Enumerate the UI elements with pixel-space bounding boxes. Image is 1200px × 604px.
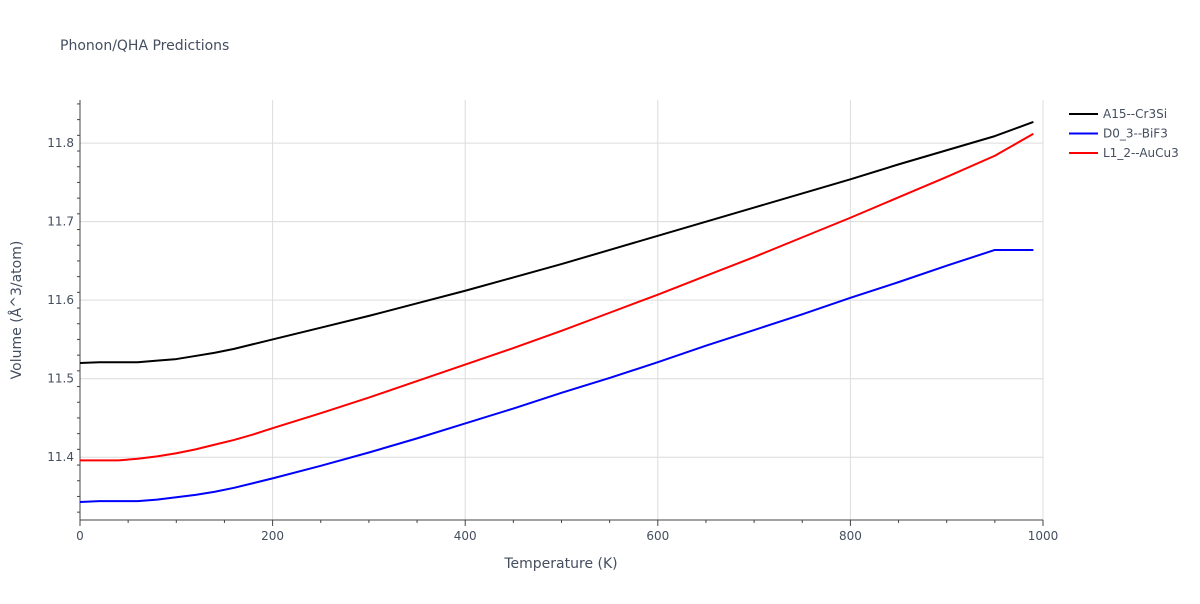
- y-axis-title: Volume (Å^3/atom): [8, 241, 25, 380]
- legend-label: D0_3--BiF3: [1103, 127, 1168, 141]
- x-tick-label: 1000: [1028, 529, 1059, 543]
- y-tick-label: 11.4: [47, 450, 74, 464]
- x-axis-title: Temperature (K): [503, 556, 617, 572]
- axes: 0 200 400 600 800 1000 11.4 11.5 11.6 11.7 11.8: [47, 100, 1058, 543]
- x-tick-label: 600: [646, 529, 669, 543]
- x-tick-label: 0: [76, 529, 84, 543]
- legend-label: L1_2--AuCu3: [1103, 146, 1179, 160]
- legend-item[interactable]: D0_3--BiF3: [1069, 127, 1168, 141]
- grid: [80, 100, 1044, 520]
- y-tick-label: 11.6: [47, 293, 74, 307]
- y-tick-label: 11.5: [47, 372, 74, 386]
- legend-item[interactable]: L1_2--AuCu3: [1069, 146, 1179, 160]
- x-tick-label: 800: [839, 529, 862, 543]
- x-tick-label: 400: [454, 529, 477, 543]
- legend: A15--Cr3Si D0_3--BiF3 L1_2--AuCu3: [1069, 107, 1179, 160]
- series-line: [79, 121, 1034, 364]
- series-line: [80, 132, 1034, 462]
- chart-title: Phonon/QHA Predictions: [60, 38, 229, 54]
- legend-label: A15--Cr3Si: [1103, 107, 1167, 121]
- series-line: [79, 248, 1034, 503]
- x-tick-label: 200: [261, 529, 284, 543]
- y-tick-label: 11.8: [47, 136, 74, 150]
- y-tick-label: 11.7: [47, 215, 74, 229]
- legend-item[interactable]: A15--Cr3Si: [1069, 107, 1167, 121]
- series-group: [79, 121, 1034, 503]
